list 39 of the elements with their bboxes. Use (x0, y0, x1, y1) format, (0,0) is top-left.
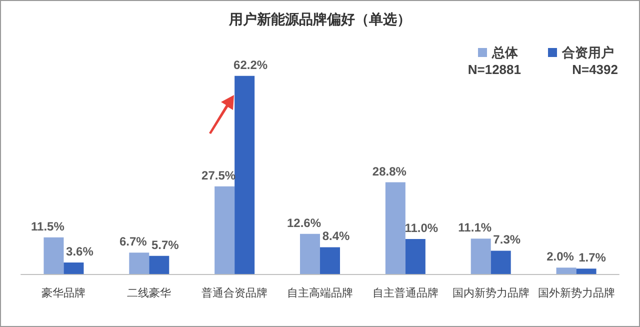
data-label: 3.6% (66, 244, 94, 259)
bar (149, 256, 170, 274)
data-label: 12.6% (286, 216, 322, 230)
data-label: 5.7% (151, 238, 180, 252)
data-label: 1.7% (578, 250, 606, 265)
bar (64, 262, 84, 274)
bar (576, 268, 596, 274)
bar (44, 237, 64, 274)
bar (234, 76, 255, 274)
data-label: 62.2% (234, 58, 268, 72)
bar (490, 250, 511, 274)
data-label: 2.0% (546, 250, 574, 264)
legend-label: 总体 (491, 45, 519, 60)
data-label: 6.7% (119, 234, 148, 249)
bar (214, 186, 235, 274)
legend-label: 合资用户 (561, 45, 614, 60)
bar (470, 238, 491, 274)
x-tick-label: 自主高端品牌 (287, 286, 353, 300)
x-tick-label: 国外新势力品牌 (538, 286, 615, 300)
data-label: 11.0% (404, 220, 438, 235)
data-label: 7.3% (493, 232, 521, 247)
annotation: N=4392 (572, 62, 618, 77)
x-tick-label: 国内新势力品牌 (452, 286, 530, 300)
x-tick-label: 豪华品牌 (42, 286, 86, 300)
data-label: 11.1% (458, 220, 492, 235)
bar (320, 247, 340, 274)
bar (556, 268, 576, 274)
bar (405, 238, 426, 274)
data-label: 28.8% (372, 164, 407, 178)
bar (129, 252, 150, 274)
bar (300, 234, 320, 274)
data-label: 11.5% (31, 219, 65, 234)
x-tick-label: 自主普通品牌 (372, 286, 438, 300)
x-tick-label: 二线豪华 (127, 286, 172, 300)
x-tick-label: 普通合资品牌 (202, 286, 268, 300)
data-label: 8.4% (322, 229, 350, 244)
chart-title: 用户新能源品牌偏好（单选） (228, 11, 411, 27)
annotation: N=12881 (468, 62, 522, 77)
bar (385, 182, 406, 274)
